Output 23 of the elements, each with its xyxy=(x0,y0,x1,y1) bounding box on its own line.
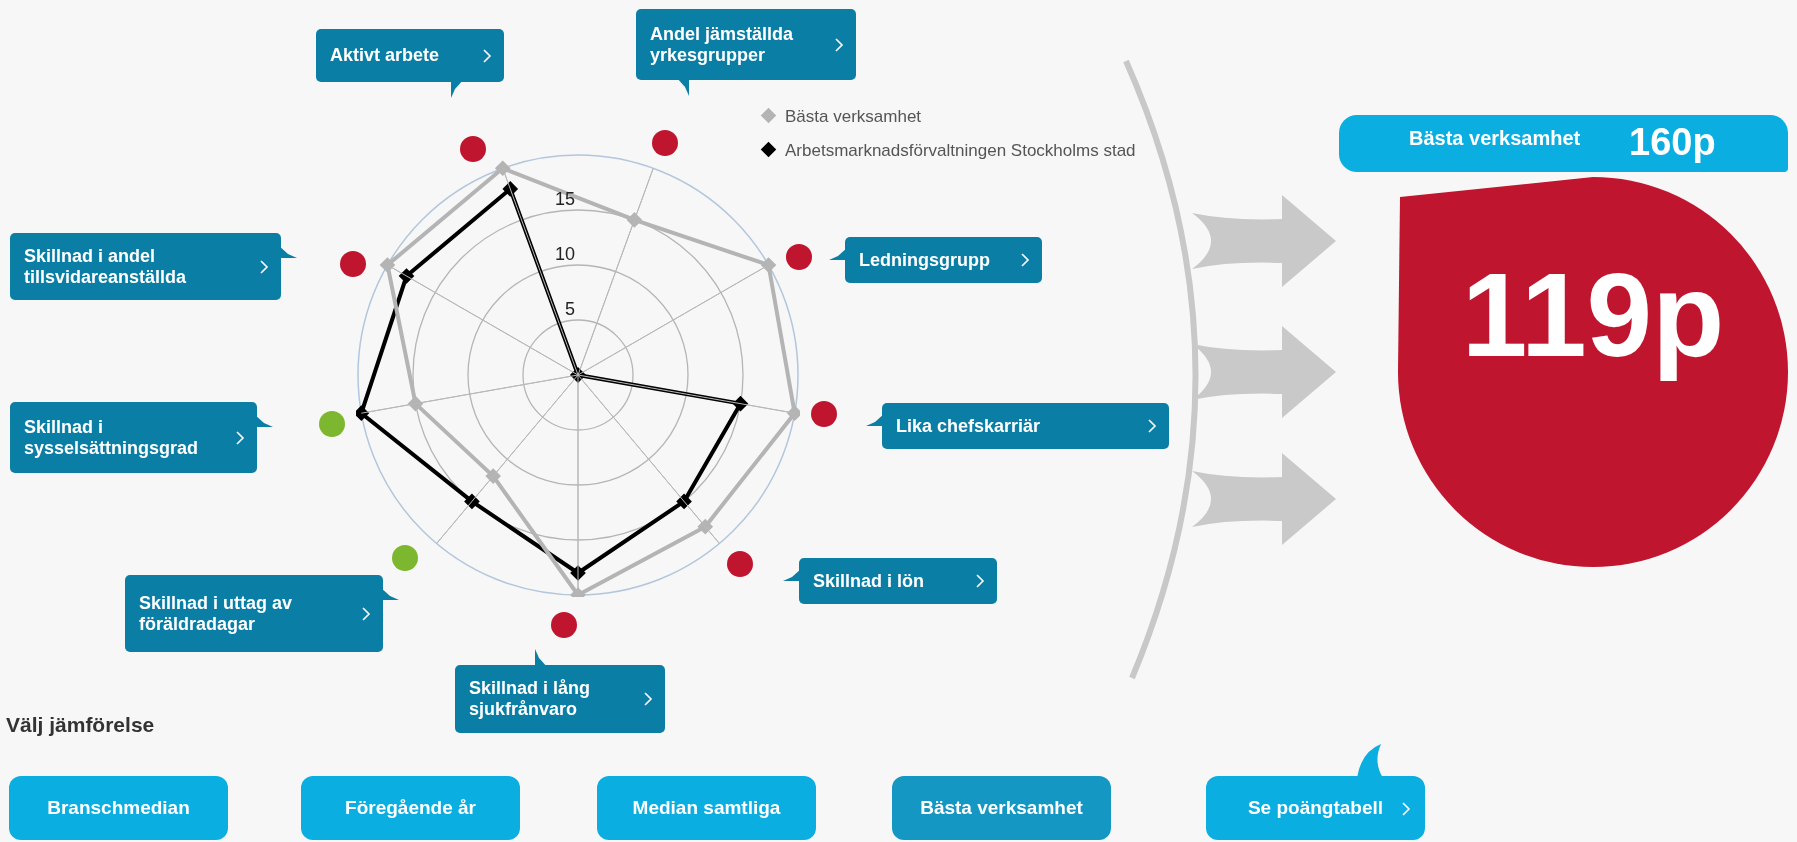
text: Bästa verksamhet xyxy=(1409,127,1581,150)
text: Branschmedian xyxy=(47,797,190,819)
spoke-label: Skillnad i uttag av föräldradagar xyxy=(139,592,294,635)
legend-label: Arbetsmarknadsförvaltningen Stockholms stad xyxy=(785,141,1136,160)
spoke-label: Lika chefskarriär xyxy=(896,415,1041,437)
text: Se poängtabell xyxy=(1247,797,1384,819)
legend-label: Bästa verksamhet xyxy=(785,107,922,126)
spoke-label: Skillnad i lön xyxy=(813,570,925,592)
text: Föregående år xyxy=(345,797,476,819)
spoke-label: Ledningsgrupp xyxy=(859,249,990,271)
spoke-label: Skillnad i sysselsättningsgrad xyxy=(24,416,200,459)
y-tick-label: 10 xyxy=(554,243,575,264)
spoke-label: Skillnad i andel tillsvidareanställda xyxy=(24,245,188,288)
spoke-label: Skillnad i lång sjukfrånvaro xyxy=(469,678,592,720)
y-tick-label: 15 xyxy=(554,188,575,209)
y-tick-label: 5 xyxy=(564,298,575,319)
text: Välj jämförelse xyxy=(6,713,155,737)
spoke-label: Aktivt arbete xyxy=(330,45,440,66)
text: Bästa verksamhet xyxy=(920,797,1083,819)
text: Median samtliga xyxy=(632,797,781,819)
text: 119p xyxy=(1460,249,1726,381)
spoke-label: Andel jämställda yrkesgrupper xyxy=(650,23,795,66)
text: 160p xyxy=(1629,121,1716,164)
